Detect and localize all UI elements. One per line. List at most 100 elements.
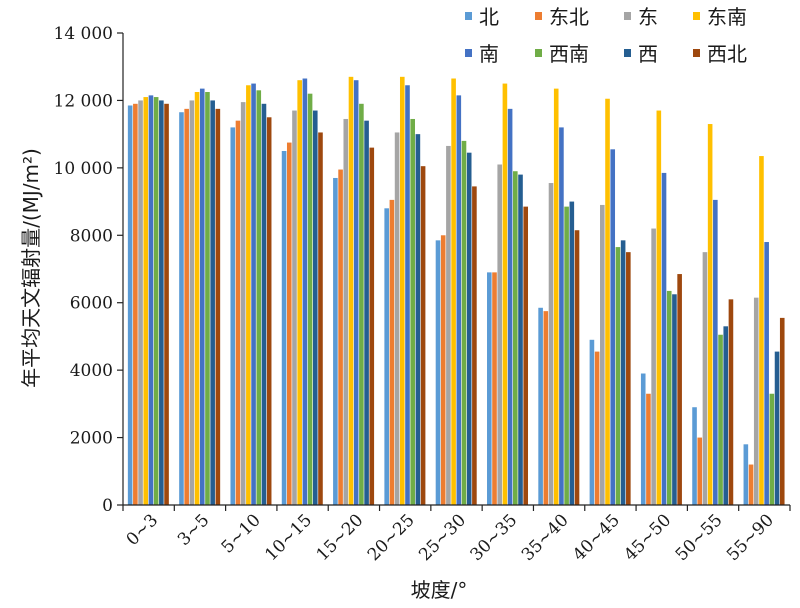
bar-25~30-东北 xyxy=(440,235,446,506)
x-tick-label: 40~45 xyxy=(569,510,624,565)
bar-20~25-东北 xyxy=(389,199,395,505)
bar-55~90-东南 xyxy=(759,156,764,506)
x-tick-label: 45~50 xyxy=(620,510,675,565)
bar-10~15-西南 xyxy=(307,93,313,505)
bar-5~10-南 xyxy=(251,83,256,506)
bar-30~35-东南 xyxy=(502,83,508,506)
bar-5~10-东北 xyxy=(235,120,241,506)
bar-15~20-西南 xyxy=(359,103,364,506)
x-tick-label: 30~35 xyxy=(467,510,522,565)
bar-35~40-南 xyxy=(559,127,564,506)
bar-20~25-南 xyxy=(405,85,410,505)
bar-0~3-东 xyxy=(138,100,143,505)
bar-35~40-西北 xyxy=(574,230,580,505)
x-axis-title: 坡度/° xyxy=(411,578,468,602)
bar-15~20-北 xyxy=(333,177,338,505)
y-tick-label: 6000 xyxy=(70,294,113,314)
y-tick-label: 8000 xyxy=(70,226,113,246)
bar-45~50-西 xyxy=(672,294,677,505)
bar-15~20-东南 xyxy=(348,76,354,505)
bar-55~90-东北 xyxy=(748,464,754,505)
bar-45~50-东北 xyxy=(646,393,651,505)
bar-50~55-西南 xyxy=(718,334,723,505)
y-tick-label: 0 xyxy=(102,496,113,516)
bar-3~5-西南 xyxy=(205,92,210,505)
bar-45~50-南 xyxy=(661,172,667,505)
bar-15~20-东 xyxy=(343,118,349,505)
legend-label: 东北 xyxy=(549,5,589,29)
bar-0~3-北 xyxy=(127,105,133,505)
x-tick-label: 10~15 xyxy=(261,510,316,565)
y-tick-label: 10 000 xyxy=(54,159,113,179)
bar-5~10-东 xyxy=(240,102,246,505)
bar-40~45-东 xyxy=(600,204,605,505)
bar-25~30-北 xyxy=(435,240,441,506)
bar-3~5-北 xyxy=(179,112,184,505)
bar-10~15-西北 xyxy=(318,132,323,505)
x-tick-label: 50~55 xyxy=(672,510,727,565)
bar-55~90-西北 xyxy=(779,317,785,505)
legend: 北 东北 东 东南南 西南 西 西北 xyxy=(465,5,747,66)
bar-30~35-西 xyxy=(518,174,523,505)
legend-swatch-西北 xyxy=(693,49,700,57)
bar-50~55-西 xyxy=(723,326,729,505)
legend-swatch-西 xyxy=(624,49,631,57)
bar-35~40-东 xyxy=(548,183,554,505)
bar-25~30-东南 xyxy=(451,78,456,505)
bar-0~3-西南 xyxy=(153,97,159,506)
bar-10~15-北 xyxy=(281,151,287,505)
bar-50~55-东北 xyxy=(697,437,703,505)
bar-55~90-西 xyxy=(774,351,780,505)
x-tick-label: 0~3 xyxy=(123,510,163,550)
bar-55~90-东 xyxy=(753,297,759,505)
bar-40~45-南 xyxy=(610,149,616,506)
y-axis-ticks: 0 2000 4000 6000 8000 10 000 12 000 14 000 xyxy=(54,24,123,516)
bar-45~50-东 xyxy=(651,228,656,506)
bar-30~35-东 xyxy=(497,164,503,505)
bar-30~35-西南 xyxy=(513,171,518,505)
bar-3~5-南 xyxy=(199,88,205,505)
x-tick-label: 35~40 xyxy=(518,510,573,565)
x-axis-ticks: 0~3 3~5 5~1010~1515~2020~2525~3030~3535~40… xyxy=(122,505,791,565)
bar-5~10-西北 xyxy=(266,117,272,506)
bar-40~45-东北 xyxy=(594,351,600,505)
bars-group xyxy=(127,76,785,506)
bar-45~50-西南 xyxy=(666,290,672,505)
bar-25~30-东 xyxy=(446,145,451,505)
legend-swatch-东北 xyxy=(535,12,542,20)
bar-55~90-北 xyxy=(743,444,749,505)
bar-55~90-西南 xyxy=(769,393,775,505)
legend-swatch-东 xyxy=(624,12,631,20)
bar-3~5-东南 xyxy=(194,92,200,505)
legend-swatch-北 xyxy=(465,12,472,20)
bar-40~45-北 xyxy=(589,339,595,505)
bar-20~25-西南 xyxy=(410,118,415,505)
bar-50~55-南 xyxy=(713,199,718,505)
bar-25~30-西 xyxy=(466,152,472,505)
bar-15~20-西北 xyxy=(369,147,375,505)
bar-35~40-北 xyxy=(538,307,543,505)
bar-20~25-北 xyxy=(384,208,389,506)
x-tick-label: 15~20 xyxy=(313,510,368,565)
bar-35~40-西 xyxy=(569,201,575,506)
bar-40~45-西 xyxy=(620,240,626,506)
bar-25~30-南 xyxy=(456,95,462,505)
y-axis-title: 年平均天文辐射量/(MJ/m²) xyxy=(19,148,43,388)
legend-swatch-西南 xyxy=(535,49,542,57)
legend-label: 西北 xyxy=(707,42,747,66)
bar-5~10-西 xyxy=(261,103,267,506)
x-tick-label: 25~30 xyxy=(415,510,470,565)
bar-20~25-东 xyxy=(394,132,400,505)
bar-50~55-北 xyxy=(692,407,697,505)
bar-30~35-南 xyxy=(507,108,513,505)
bar-0~3-西北 xyxy=(164,103,169,506)
x-tick-label: 55~90 xyxy=(723,510,778,565)
bar-25~30-西北 xyxy=(472,186,477,505)
bar-50~55-西北 xyxy=(728,299,734,505)
legend-swatch-南 xyxy=(465,49,472,57)
bar-45~50-北 xyxy=(640,373,646,505)
bar-50~55-东南 xyxy=(707,124,713,506)
bar-5~10-北 xyxy=(230,127,236,506)
legend-swatch-东南 xyxy=(693,12,700,20)
